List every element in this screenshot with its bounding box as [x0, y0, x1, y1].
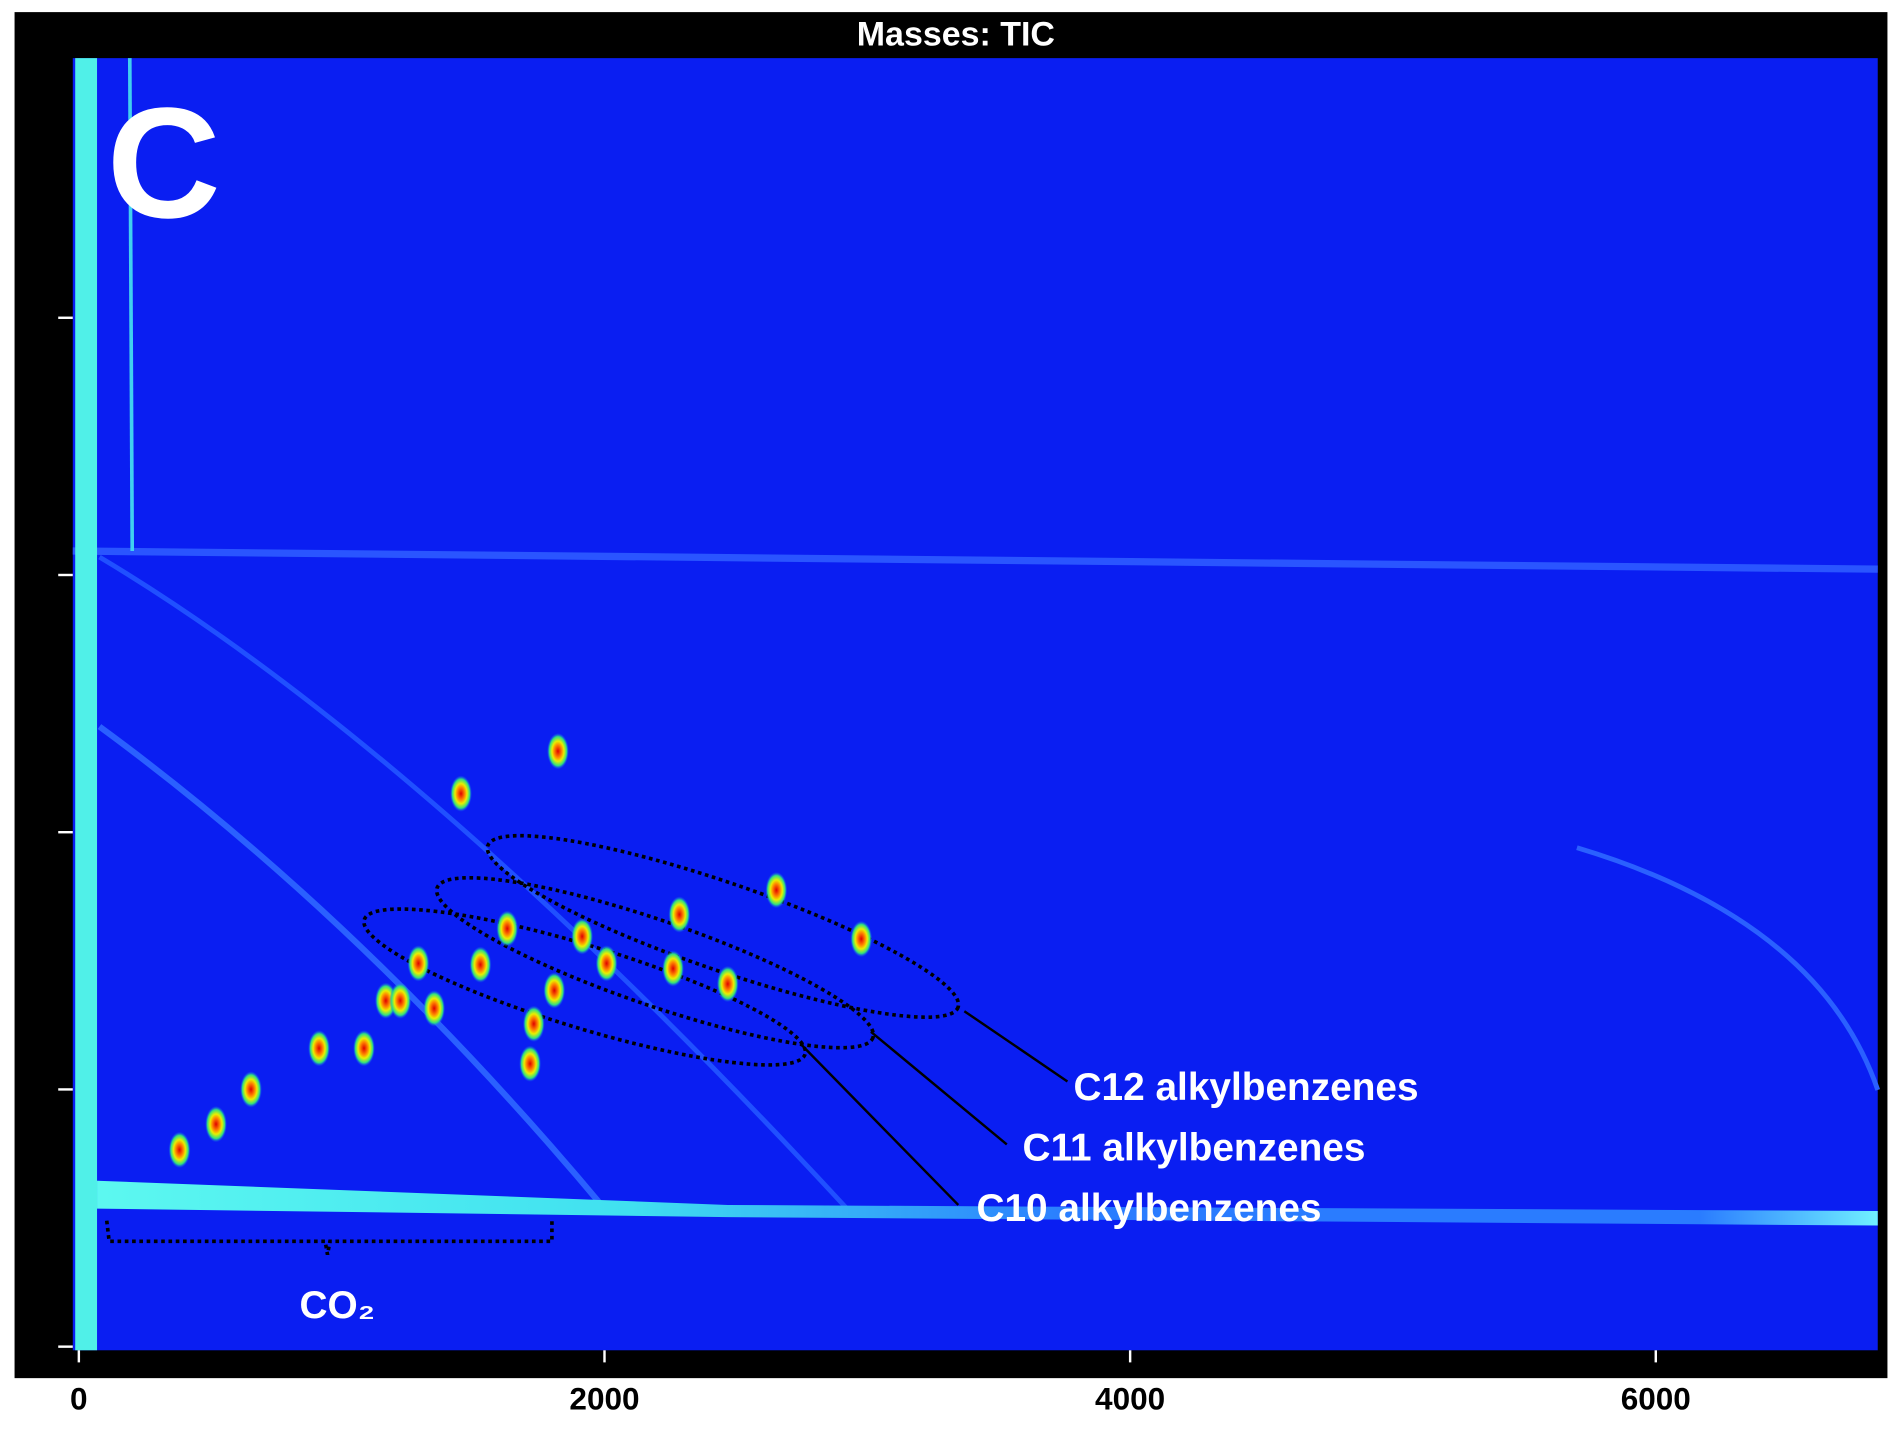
peak — [765, 871, 788, 909]
background-stripe — [75, 58, 98, 1351]
group-outline — [485, 833, 961, 1019]
leader-line — [963, 1010, 1069, 1083]
peak — [205, 1105, 227, 1143]
leader-line — [799, 1043, 960, 1206]
peak — [240, 1071, 262, 1108]
x-tick-label: 6000 — [1621, 1380, 1691, 1416]
peak — [662, 950, 685, 987]
peak — [353, 1030, 375, 1067]
y-tick-label: 8 — [21, 309, 57, 327]
y-tick-label: 6 — [21, 566, 57, 584]
peak — [519, 1045, 542, 1082]
group-outlines — [104, 833, 961, 1255]
background-arc — [97, 724, 609, 1213]
peak — [168, 1131, 191, 1169]
y-tick-label: 4 — [21, 823, 57, 841]
y-tick-label: 2 — [21, 1081, 57, 1099]
peak — [423, 990, 446, 1027]
background-band — [72, 547, 1878, 573]
background-arc — [98, 554, 851, 1213]
annotation: C11 alkylbenzenes — [1023, 1127, 1366, 1170]
peak — [469, 946, 492, 983]
peak — [547, 733, 569, 770]
co2-bracket — [104, 1220, 554, 1255]
peak — [850, 920, 873, 958]
peak — [543, 972, 566, 1009]
peak — [716, 965, 739, 1003]
leader-lines — [799, 1010, 1069, 1206]
peak — [308, 1030, 330, 1067]
leader-line — [870, 1030, 1008, 1146]
annotation: C10 alkylbenzenes — [976, 1187, 1321, 1230]
group-outline — [362, 907, 808, 1067]
peak — [668, 896, 691, 933]
annotation: C12 alkylbenzenes — [1074, 1066, 1419, 1109]
peak — [407, 945, 430, 982]
background-arc — [1576, 845, 1881, 1091]
x-tick-label: 2000 — [569, 1380, 639, 1416]
panel-label: C — [107, 75, 221, 251]
annotation: CO₂ — [299, 1284, 374, 1327]
peak — [595, 945, 618, 982]
peak — [571, 918, 594, 955]
group-outline — [434, 875, 876, 1050]
peak — [389, 982, 412, 1019]
plot-area — [72, 58, 1878, 1351]
peak — [496, 910, 519, 947]
background-band — [97, 1180, 1878, 1226]
peak — [522, 1005, 545, 1043]
x-tick-label: 4000 — [1095, 1380, 1165, 1416]
x-tick-label: 0 — [70, 1380, 88, 1416]
chart-title: Masses: TIC — [857, 15, 1055, 53]
background-stripe — [127, 58, 135, 552]
peak — [450, 775, 472, 812]
y-tick-label: 0 — [21, 1338, 57, 1356]
